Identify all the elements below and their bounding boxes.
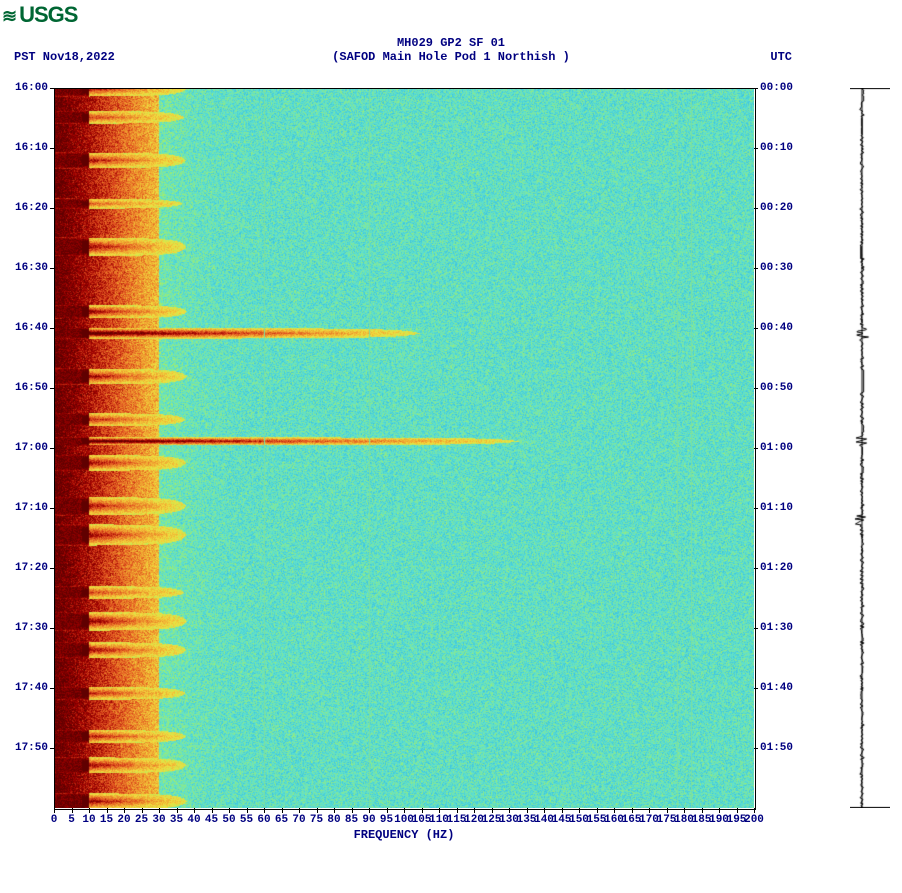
y-tick-right: 01:50 (760, 742, 793, 754)
x-tick: 25 (135, 814, 148, 826)
x-tick: 60 (257, 814, 270, 826)
x-tick: 90 (362, 814, 375, 826)
x-tick: 40 (187, 814, 200, 826)
spectrogram-canvas (54, 88, 754, 808)
x-tick: 5 (68, 814, 75, 826)
y-tick-right: 00:50 (760, 382, 793, 394)
title-line-1: MH029 GP2 SF 01 (0, 36, 902, 50)
y-tick-right: 00:10 (760, 142, 793, 154)
header-right-timezone: UTC (770, 50, 792, 64)
usgs-logo: ≋USGS (2, 2, 77, 28)
y-tick-right: 00:30 (760, 262, 793, 274)
y-tick-left: 16:50 (15, 382, 48, 394)
x-tick: 10 (82, 814, 95, 826)
usgs-logo-text: USGS (19, 2, 77, 27)
x-tick: 50 (222, 814, 235, 826)
amplitude-trace (850, 88, 890, 808)
y-tick-right: 01:10 (760, 502, 793, 514)
x-tick: 200 (744, 814, 764, 826)
x-tick: 95 (380, 814, 393, 826)
y-tick-right: 00:40 (760, 322, 793, 334)
x-tick: 75 (310, 814, 323, 826)
y-tick-left: 16:40 (15, 322, 48, 334)
x-tick: 45 (205, 814, 218, 826)
y-tick-left: 17:50 (15, 742, 48, 754)
y-tick-left: 16:10 (15, 142, 48, 154)
y-tick-left: 16:00 (15, 82, 48, 94)
x-tick: 15 (100, 814, 113, 826)
y-tick-left: 17:20 (15, 562, 48, 574)
y-tick-right: 01:20 (760, 562, 793, 574)
x-tick: 0 (51, 814, 58, 826)
usgs-wave-icon: ≋ (2, 6, 16, 27)
chart-title: MH029 GP2 SF 01 (SAFOD Main Hole Pod 1 N… (0, 36, 902, 64)
y-tick-left: 16:30 (15, 262, 48, 274)
x-tick: 20 (117, 814, 130, 826)
amplitude-trace-canvas (850, 88, 890, 808)
y-tick-right: 01:00 (760, 442, 793, 454)
x-tick: 55 (240, 814, 253, 826)
x-tick: 35 (170, 814, 183, 826)
title-line-2: (SAFOD Main Hole Pod 1 Northish ) (0, 50, 902, 64)
x-axis-label: FREQUENCY (HZ) (54, 828, 754, 842)
x-tick: 65 (275, 814, 288, 826)
y-tick-right: 01:30 (760, 622, 793, 634)
y-tick-left: 17:30 (15, 622, 48, 634)
y-tick-right: 00:20 (760, 202, 793, 214)
y-tick-right: 00:00 (760, 82, 793, 94)
x-tick: 70 (292, 814, 305, 826)
y-tick-left: 17:40 (15, 682, 48, 694)
x-tick: 30 (152, 814, 165, 826)
x-tick: 80 (327, 814, 340, 826)
y-tick-right: 01:40 (760, 682, 793, 694)
spectrogram-plot (54, 88, 754, 808)
y-tick-left: 16:20 (15, 202, 48, 214)
x-tick: 85 (345, 814, 358, 826)
y-tick-left: 17:10 (15, 502, 48, 514)
y-axis-right-utc: 00:0000:1000:2000:3000:4000:5001:0001:10… (756, 88, 816, 808)
y-axis-left-pst: 16:0016:1016:2016:3016:4016:5017:0017:10… (0, 88, 52, 808)
y-tick-left: 17:00 (15, 442, 48, 454)
header-left-timezone: PST Nov18,2022 (14, 50, 115, 64)
